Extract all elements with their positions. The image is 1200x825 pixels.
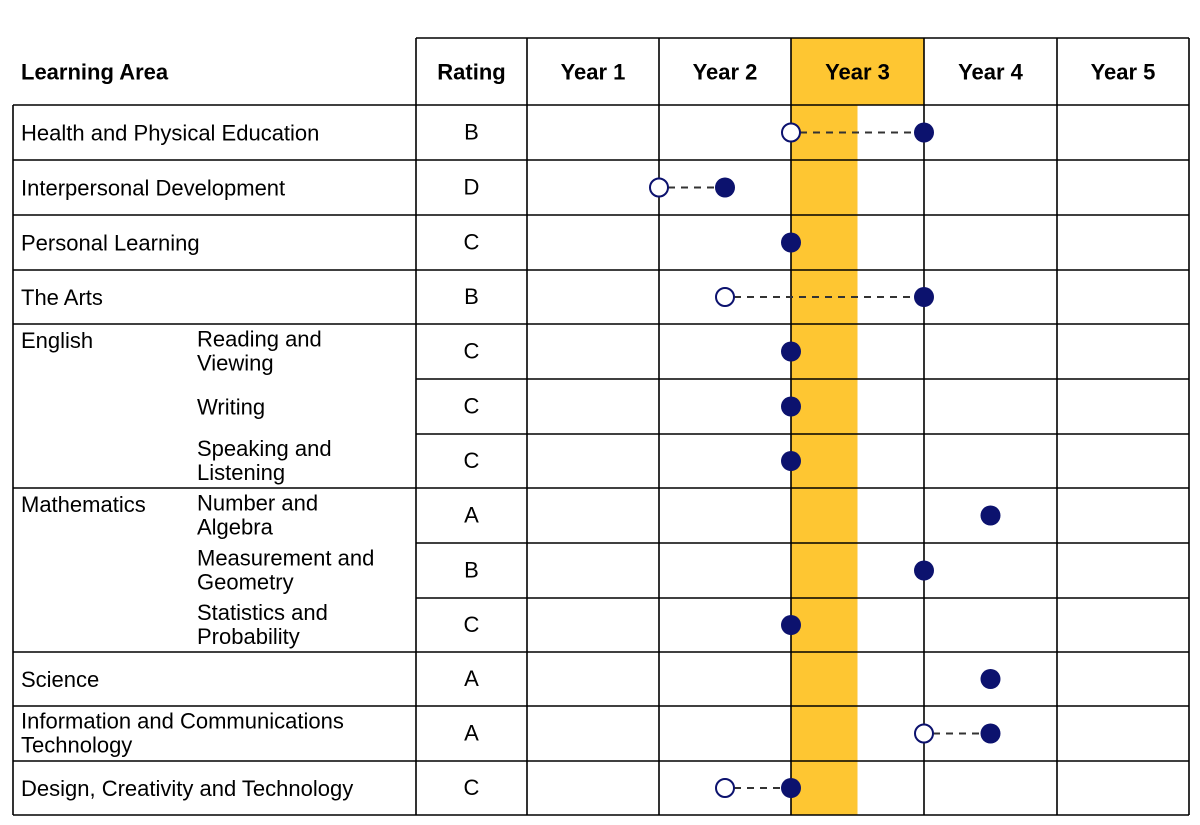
header-learning-area: Learning Area bbox=[21, 60, 169, 85]
start-marker bbox=[781, 122, 801, 143]
rating-value: A bbox=[464, 666, 479, 691]
current-marker bbox=[914, 287, 934, 307]
start-marker bbox=[715, 287, 735, 307]
current-marker bbox=[781, 396, 801, 417]
learning-area-label: Health and Physical Education bbox=[21, 121, 319, 146]
sub-area-label: Measurement and Geometry bbox=[197, 546, 374, 595]
sub-area-label: Statistics and Probability bbox=[197, 600, 328, 649]
learning-area-label: Mathematics bbox=[21, 492, 146, 517]
sub-area-label: Reading and Viewing bbox=[197, 327, 322, 376]
start-marker bbox=[715, 778, 735, 798]
current-marker bbox=[980, 723, 1001, 744]
learning-area-label: English bbox=[21, 328, 93, 353]
start-marker bbox=[914, 723, 934, 744]
learning-area-label: The Arts bbox=[21, 285, 103, 310]
rating-value: C bbox=[464, 339, 480, 364]
header-year-1: Year 1 bbox=[561, 60, 626, 85]
rating-value: B bbox=[464, 284, 479, 309]
current-marker bbox=[781, 232, 801, 253]
learning-area-label: Information and Communications Technology bbox=[21, 709, 344, 758]
year-highlight-header bbox=[791, 38, 924, 105]
rating-value: C bbox=[464, 230, 480, 255]
sub-area-label: Speaking and Listening bbox=[197, 436, 332, 485]
learning-area-label: Personal Learning bbox=[21, 231, 200, 256]
header-year-3: Year 3 bbox=[825, 60, 890, 85]
rating-value: D bbox=[464, 175, 480, 200]
current-marker bbox=[914, 560, 934, 581]
header-year-4: Year 4 bbox=[958, 60, 1024, 85]
current-marker bbox=[914, 122, 934, 143]
learning-area-label: Design, Creativity and Technology bbox=[21, 776, 353, 801]
rating-value: C bbox=[464, 394, 480, 419]
current-marker bbox=[781, 778, 801, 798]
current-marker bbox=[715, 177, 735, 198]
start-marker bbox=[649, 177, 669, 198]
sub-area-label: Writing bbox=[197, 395, 265, 420]
rating-value: B bbox=[464, 120, 479, 145]
rating-value: C bbox=[464, 775, 480, 800]
year-highlight-band bbox=[791, 105, 858, 815]
rating-value: B bbox=[464, 558, 479, 583]
current-marker bbox=[781, 451, 801, 471]
rating-value: A bbox=[464, 503, 479, 528]
learning-area-label: Science bbox=[21, 667, 99, 692]
rating-value: C bbox=[464, 612, 480, 637]
rating-value: C bbox=[464, 448, 480, 473]
current-marker bbox=[980, 505, 1001, 526]
current-marker bbox=[980, 669, 1001, 689]
header-year-5: Year 5 bbox=[1091, 60, 1156, 85]
current-marker bbox=[781, 341, 801, 362]
sub-area-label: Number and Algebra bbox=[197, 491, 318, 540]
header-year-2: Year 2 bbox=[693, 60, 758, 85]
rating-value: A bbox=[464, 721, 479, 746]
learning-area-label: Interpersonal Development bbox=[21, 176, 285, 201]
current-marker bbox=[781, 615, 801, 635]
header-rating: Rating bbox=[437, 60, 505, 85]
